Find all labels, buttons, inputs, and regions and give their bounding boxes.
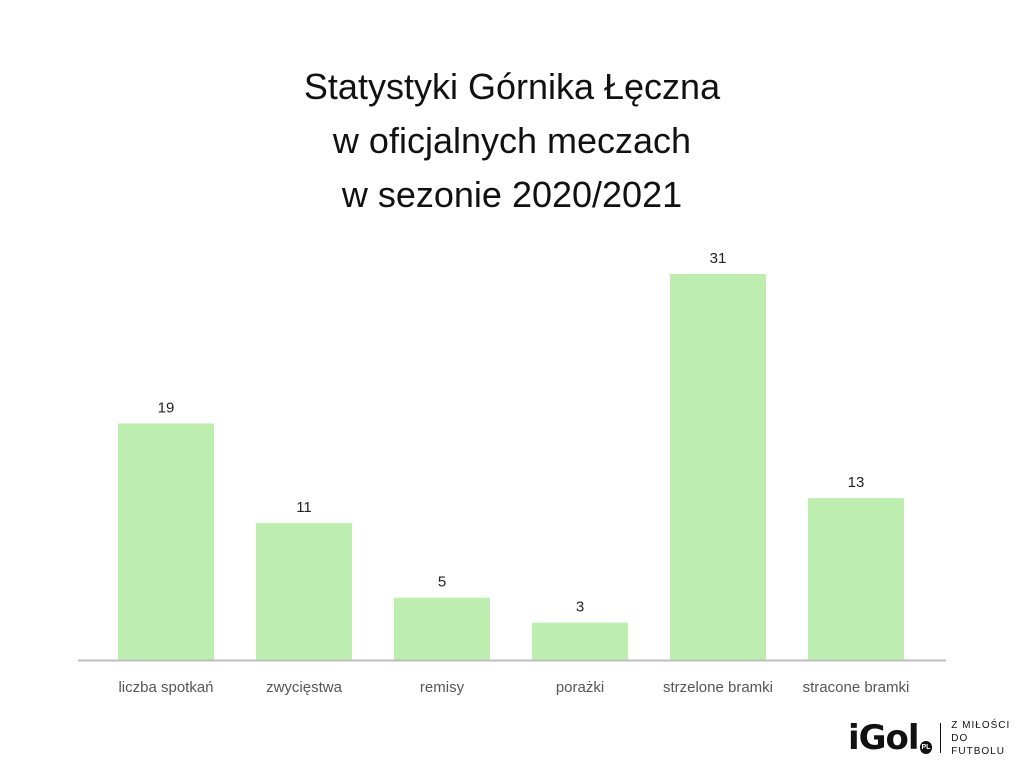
logo-tagline: Z MIŁOŚCI DO FUTBOLU	[951, 719, 1024, 758]
bar-value-label: 11	[296, 499, 312, 516]
category-label: liczba spotkań	[118, 679, 213, 696]
bar-porażki	[532, 622, 628, 660]
bar-value-label: 3	[576, 599, 584, 616]
chart-title: Statystyki Górnika Łęczna w oficjalnych …	[0, 60, 1024, 222]
logo-wordmark: iGol	[848, 718, 920, 758]
chart-title-line: w oficjalnych meczach	[332, 120, 692, 161]
chart-title-line: Statystyki Górnika Łęczna	[303, 66, 721, 107]
logo-tagline-line: DO FUTBOLU	[951, 732, 1005, 757]
logo-pl-badge: PL	[919, 740, 933, 754]
bar-strzelone-bramki	[670, 274, 766, 660]
category-label: zwycięstwa	[266, 679, 343, 696]
bar-value-label: 19	[158, 399, 175, 416]
category-label: strzelone bramki	[663, 679, 773, 696]
category-label: stracone bramki	[803, 679, 910, 696]
bar-stracone-bramki	[808, 498, 904, 660]
bar-value-label: 5	[438, 574, 446, 591]
bar-value-label: 31	[710, 250, 727, 267]
igol-logo: iGol PL Z MIŁOŚCI DO FUTBOLU	[848, 715, 1024, 761]
logo-divider	[940, 723, 942, 753]
category-label: porażki	[556, 679, 604, 696]
bar-value-label: 13	[848, 474, 865, 491]
chart-title-line: w sezonie 2020/2021	[341, 174, 683, 215]
logo-tagline-line: Z MIŁOŚCI	[951, 719, 1011, 731]
bar-zwycięstwa	[256, 523, 352, 660]
bar-liczba-spotkań	[118, 423, 214, 660]
bar-remisy	[394, 597, 490, 660]
category-label: remisy	[420, 679, 465, 696]
